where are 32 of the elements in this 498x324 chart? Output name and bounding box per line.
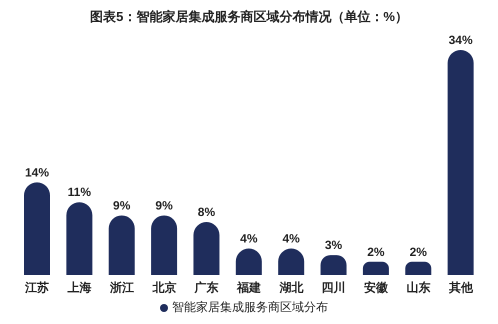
data-label: 8%	[198, 205, 216, 220]
legend-label: 智能家居集成服务商区域分布	[172, 300, 328, 314]
data-label: 4%	[240, 232, 258, 246]
data-label: 34%	[448, 33, 473, 47]
data-label: 2%	[410, 244, 428, 259]
x-tick-label: 浙江	[108, 280, 134, 295]
bar	[24, 182, 50, 275]
bar	[108, 215, 135, 275]
chart-title: 图表5：智能家居集成服务商区域分布情况（单位：%）	[89, 8, 409, 26]
x-tick-label: 四川	[322, 280, 346, 295]
data-label: 14%	[24, 165, 50, 180]
bar	[151, 215, 178, 275]
data-label: 9%	[113, 198, 131, 212]
bar	[405, 262, 432, 275]
data-label: 9%	[155, 198, 174, 212]
x-tick-label: 安徽	[364, 280, 390, 295]
bar	[362, 262, 389, 275]
x-tick-label: 山东	[406, 280, 430, 295]
bar	[448, 50, 474, 275]
x-tick-label: 湖北	[278, 280, 304, 295]
data-label: 3%	[324, 238, 343, 252]
x-tick-label: 广东	[194, 280, 219, 295]
bar	[66, 202, 92, 275]
x-tick-label: 北京	[151, 280, 176, 295]
data-label: 11%	[68, 185, 92, 200]
data-label: 4%	[282, 232, 300, 246]
bar	[193, 222, 220, 275]
data-label: 2%	[367, 244, 385, 259]
x-tick-label: 其他	[448, 280, 474, 295]
x-tick-label: 江苏	[24, 280, 50, 295]
x-tick-label: 福建	[236, 280, 261, 295]
x-tick-label: 上海	[66, 280, 92, 295]
